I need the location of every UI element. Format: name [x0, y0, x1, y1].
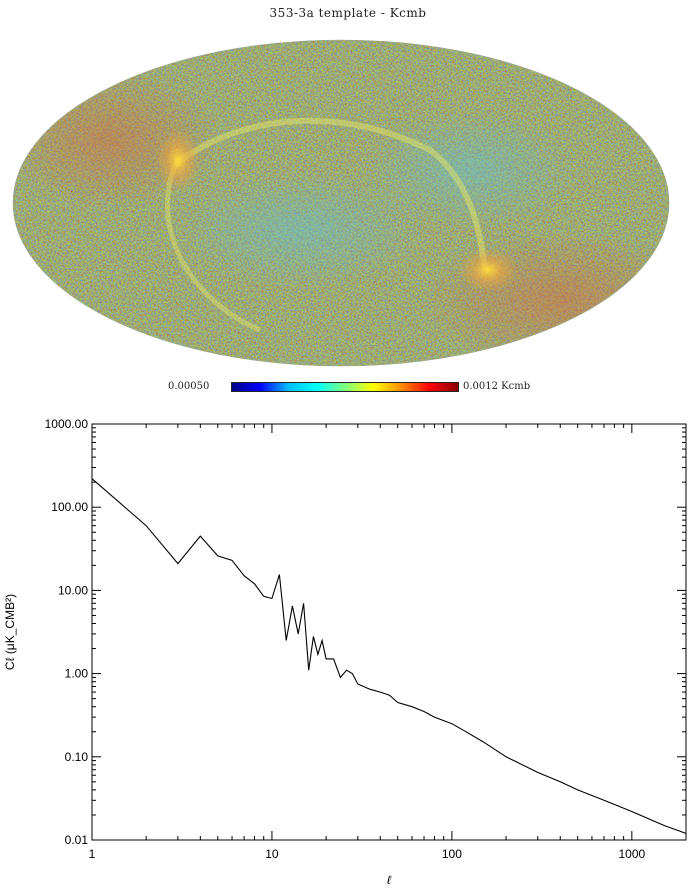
x-axis-label: ℓ [387, 873, 392, 887]
colorbar: 0.00050 0.0012 Kcmb [0, 378, 696, 398]
y-tick-label: 0.01 [65, 833, 89, 847]
power-spectrum-chart: 1 10 100 1000 0.01 0.10 1.00 10.00 100.00 1000.0… [3, 417, 687, 887]
x-tick-label: 10 [265, 847, 279, 861]
y-axis-label: Cℓ (μK_CMB²) [3, 594, 17, 670]
x-tick-labels: 1 10 100 1000 [89, 847, 646, 861]
spectrum-line [91, 478, 687, 834]
map-title: 353-3a template - Kcmb [269, 6, 427, 20]
axis-ticks [91, 423, 687, 841]
plot-frame [91, 423, 687, 841]
colorbar-max-label: 0.0012 Kcmb [463, 381, 531, 392]
y-tick-label: 1.00 [65, 667, 89, 681]
sky-map-pixels [13, 40, 669, 366]
x-tick-label: 100 [442, 847, 462, 861]
colorbar-gradient [231, 382, 459, 392]
sky-map [12, 39, 670, 367]
colorbar-min-label: 0.00050 [168, 381, 210, 392]
y-tick-labels: 0.01 0.10 1.00 10.00 100.00 1000.00 [45, 417, 89, 847]
y-tick-label: 0.10 [65, 750, 89, 764]
x-tick-label: 1 [89, 847, 96, 861]
y-tick-label: 10.00 [58, 583, 88, 597]
y-tick-label: 100.00 [51, 500, 88, 514]
x-tick-label: 1000 [618, 847, 645, 861]
y-tick-label: 1000.00 [45, 417, 89, 431]
